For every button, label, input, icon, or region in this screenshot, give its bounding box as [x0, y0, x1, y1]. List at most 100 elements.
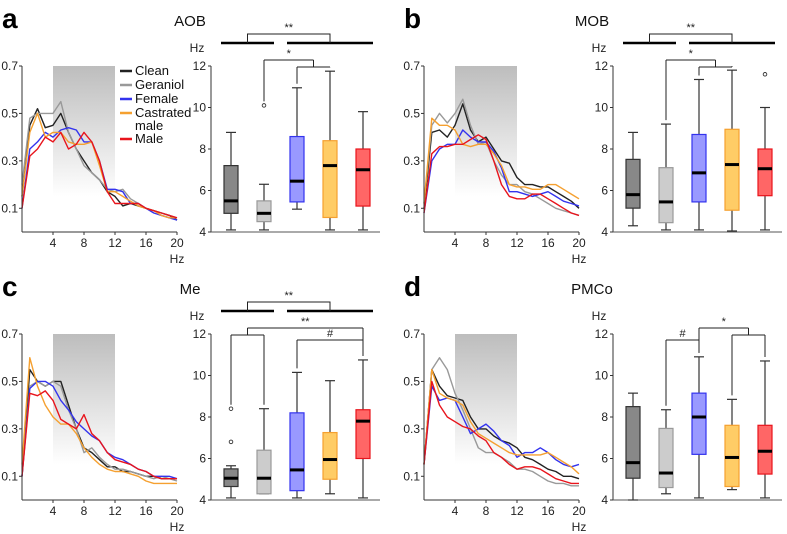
box-female: [691, 78, 707, 231]
box-geraniol: [256, 408, 272, 495]
x-tick-label: 4: [452, 236, 459, 250]
y-tick-label: 8: [601, 410, 608, 424]
line-plot: 0.1 0.3 0.5 0.7 4 8 12 16 20 Hz: [1, 59, 184, 266]
x-tick-label: 4: [452, 504, 459, 518]
box-castrated-male: [322, 70, 338, 231]
y-tick-label: 4: [601, 493, 608, 507]
outlier-point: [762, 72, 768, 77]
x-tick-label: 16: [139, 504, 153, 518]
box-male: [355, 111, 371, 231]
x-axis-label: Hz: [572, 252, 587, 266]
y-tick-label: 0.1: [1, 201, 18, 215]
y-tick-label: 0.3: [1, 154, 18, 168]
box-castrated-male: [724, 69, 740, 232]
box-plot: 4 6 8 10 12 Hz # *: [592, 309, 782, 507]
x-tick-label: 4: [50, 236, 57, 250]
y-axis-label: Hz: [592, 309, 607, 323]
outlier-point: [261, 103, 267, 108]
y-tick-label: 0.5: [1, 106, 18, 120]
y-tick-label: 12: [595, 59, 609, 73]
box-iqr: [691, 392, 707, 455]
significance-bracket: [247, 301, 331, 311]
significance-label: #: [327, 328, 334, 340]
legend-label: Male: [135, 131, 163, 146]
y-tick-label: 0.5: [403, 106, 420, 120]
y-tick-label: 10: [595, 101, 609, 115]
panel-d: d PMCo 0.1 0.3 0.5 0.7 4 8 12 16 20 Hz 4 6 8 10 12 Hz # *: [403, 271, 782, 534]
x-tick-label: 12: [510, 504, 524, 518]
y-tick-label: 10: [193, 101, 207, 115]
box-iqr: [658, 167, 674, 224]
x-tick-label: 20: [170, 236, 184, 250]
box-iqr: [289, 135, 305, 203]
legend-label: Castrated: [135, 105, 191, 120]
box-female: [289, 87, 305, 210]
significance-label: *: [287, 48, 292, 60]
series-line-castrated-male: [423, 117, 580, 204]
panel-c: c Me 0.1 0.3 0.5 0.7 4 8 12 16 20 Hz 4 6 8 10 12 Hz ** # **: [1, 271, 380, 534]
x-tick-label: 8: [483, 236, 490, 250]
legend-label: Female: [135, 91, 178, 106]
y-tick-label: 6: [199, 184, 206, 198]
shaded-band: [53, 66, 115, 197]
y-tick-label: 0.3: [403, 422, 420, 436]
x-tick-label: 20: [572, 504, 586, 518]
significance-bracket: [247, 33, 331, 43]
series-line-geraniol: [423, 98, 580, 217]
y-tick-label: 0.5: [1, 374, 18, 388]
significance-label: *: [689, 48, 694, 60]
y-tick-label: 6: [601, 452, 608, 466]
significance-bracket: [649, 33, 733, 43]
box-geraniol: [256, 103, 272, 231]
box-iqr: [625, 158, 641, 209]
box-iqr: [658, 427, 674, 489]
line-plot: 0.1 0.3 0.5 0.7 4 8 12 16 20 Hz: [403, 327, 586, 534]
y-tick-label: 10: [595, 369, 609, 383]
box-iqr: [322, 140, 338, 219]
x-tick-label: 4: [50, 504, 57, 518]
y-tick-label: 0.7: [1, 59, 18, 73]
box-male: [355, 359, 371, 499]
shaded-band: [455, 66, 517, 197]
shaded-band: [53, 334, 115, 465]
line-plot: 0.1 0.3 0.5 0.7 4 8 12 16 20 Hz: [403, 59, 586, 266]
y-tick-label: 0.7: [1, 327, 18, 341]
panel-letter: b: [404, 3, 421, 34]
box-iqr: [724, 424, 740, 488]
box-plot: 4 6 8 10 12 Hz ** # **: [190, 290, 380, 507]
box-geraniol: [658, 123, 674, 231]
significance-label: **: [686, 22, 695, 34]
legend-label: Geraniol: [135, 77, 184, 92]
box-iqr: [757, 148, 773, 197]
legend-label: Clean: [135, 63, 169, 78]
box-female: [691, 356, 707, 499]
y-tick-label: 0.5: [403, 374, 420, 388]
x-tick-label: 12: [108, 504, 122, 518]
y-tick-label: 0.7: [403, 327, 420, 341]
y-tick-label: 12: [193, 327, 207, 341]
significance-label: **: [284, 290, 293, 302]
x-tick-label: 16: [541, 504, 555, 518]
outlier-point: [228, 406, 234, 411]
y-tick-label: 0.3: [1, 422, 18, 436]
series-line-male: [21, 131, 178, 219]
x-tick-label: 16: [541, 236, 555, 250]
x-tick-label: 20: [572, 236, 586, 250]
series-line-castrated-male: [21, 356, 177, 485]
panel-title: AOB: [174, 13, 206, 30]
y-tick-label: 8: [199, 410, 206, 424]
y-tick-label: 4: [199, 225, 206, 239]
x-axis-label: Hz: [170, 520, 185, 534]
y-tick-label: 12: [595, 327, 609, 341]
y-tick-label: 0.7: [403, 59, 420, 73]
y-tick-label: 4: [199, 493, 206, 507]
panel-letter: d: [404, 271, 421, 302]
series-line-geraniol: [21, 380, 178, 482]
panel-title: Me: [180, 281, 201, 298]
y-tick-label: 0.1: [1, 469, 18, 483]
